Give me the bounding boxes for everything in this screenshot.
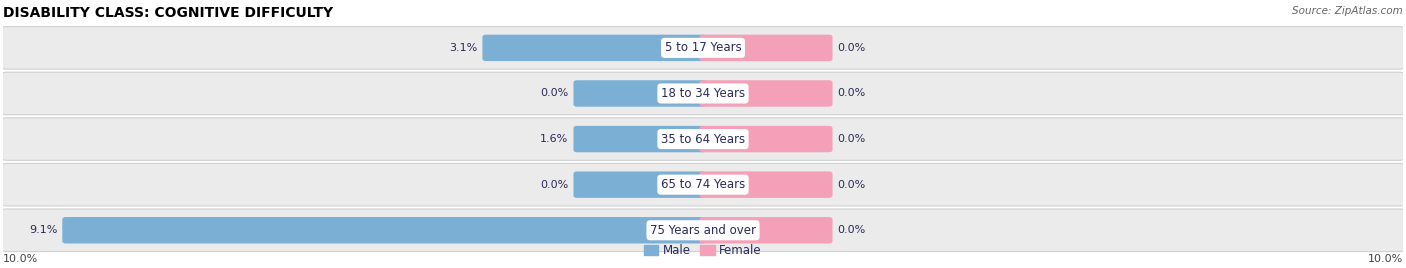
Text: DISABILITY CLASS: COGNITIVE DIFFICULTY: DISABILITY CLASS: COGNITIVE DIFFICULTY [3,6,333,20]
FancyBboxPatch shape [482,35,706,61]
Text: 3.1%: 3.1% [450,43,478,53]
Text: Source: ZipAtlas.com: Source: ZipAtlas.com [1292,6,1403,16]
Text: 35 to 64 Years: 35 to 64 Years [661,133,745,146]
Legend: Male, Female: Male, Female [640,240,766,262]
Text: 0.0%: 0.0% [540,180,568,190]
FancyBboxPatch shape [700,126,832,152]
FancyBboxPatch shape [700,80,832,107]
Text: 5 to 17 Years: 5 to 17 Years [665,41,741,54]
Text: 0.0%: 0.0% [540,88,568,98]
Text: 18 to 34 Years: 18 to 34 Years [661,87,745,100]
FancyBboxPatch shape [0,209,1406,252]
Text: 10.0%: 10.0% [1368,254,1403,264]
FancyBboxPatch shape [700,172,832,198]
FancyBboxPatch shape [62,217,706,243]
FancyBboxPatch shape [700,217,832,243]
Text: 0.0%: 0.0% [838,134,866,144]
Text: 75 Years and over: 75 Years and over [650,224,756,237]
FancyBboxPatch shape [0,72,1406,115]
Text: 65 to 74 Years: 65 to 74 Years [661,178,745,191]
FancyBboxPatch shape [700,35,832,61]
FancyBboxPatch shape [0,163,1406,206]
Text: 0.0%: 0.0% [838,88,866,98]
Text: 1.6%: 1.6% [540,134,568,144]
FancyBboxPatch shape [574,126,706,152]
Text: 0.0%: 0.0% [838,180,866,190]
FancyBboxPatch shape [574,80,706,107]
Text: 9.1%: 9.1% [30,225,58,235]
FancyBboxPatch shape [0,27,1406,69]
Text: 0.0%: 0.0% [838,43,866,53]
Text: 0.0%: 0.0% [838,225,866,235]
Text: 10.0%: 10.0% [3,254,38,264]
FancyBboxPatch shape [0,118,1406,160]
FancyBboxPatch shape [574,172,706,198]
